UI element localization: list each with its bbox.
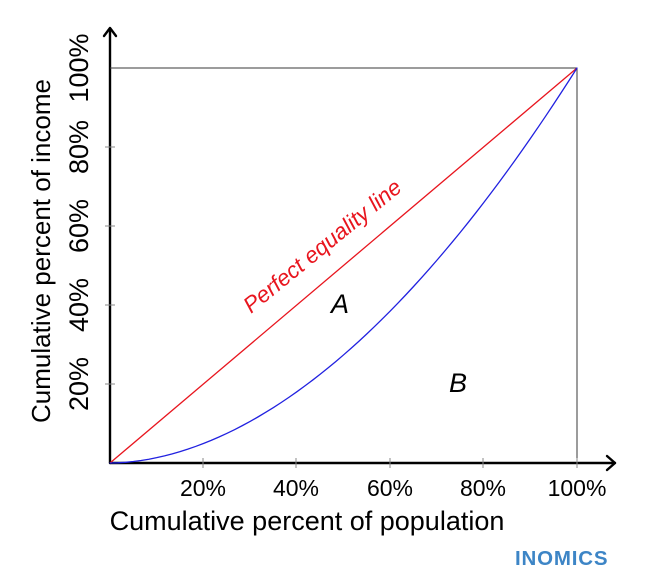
svg-text:60%: 60% <box>64 199 94 253</box>
svg-text:60%: 60% <box>367 475 413 501</box>
svg-text:Perfect equality line: Perfect equality line <box>238 174 406 317</box>
svg-text:80%: 80% <box>460 475 506 501</box>
svg-text:A: A <box>329 289 349 319</box>
svg-text:80%: 80% <box>64 120 94 174</box>
svg-text:Cumulative percent of income: Cumulative percent of income <box>26 79 56 423</box>
svg-text:20%: 20% <box>180 475 226 501</box>
svg-text:40%: 40% <box>273 475 319 501</box>
svg-text:Cumulative percent of populati: Cumulative percent of population <box>110 506 505 536</box>
svg-text:20%: 20% <box>64 357 94 411</box>
svg-text:INOMICS: INOMICS <box>515 547 608 570</box>
svg-text:40%: 40% <box>64 278 94 332</box>
svg-text:100%: 100% <box>64 33 94 102</box>
svg-text:100%: 100% <box>548 475 607 501</box>
svg-text:B: B <box>449 368 467 398</box>
